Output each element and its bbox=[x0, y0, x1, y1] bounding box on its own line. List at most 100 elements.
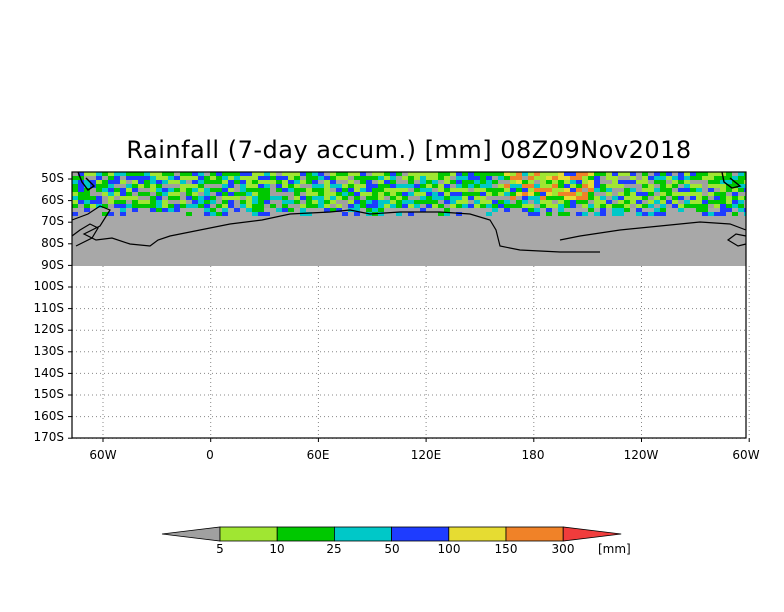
rain-cell bbox=[396, 196, 402, 200]
rain-cell bbox=[594, 192, 600, 196]
rain-cell bbox=[264, 200, 270, 204]
rain-cell bbox=[564, 172, 570, 176]
rain-cell bbox=[648, 192, 654, 196]
rain-cell bbox=[84, 172, 90, 176]
rain-cell bbox=[342, 196, 348, 200]
rain-cell bbox=[630, 204, 636, 208]
rain-cell bbox=[96, 188, 102, 192]
rain-cell bbox=[504, 188, 510, 192]
rain-cell bbox=[618, 212, 624, 216]
rain-cell bbox=[126, 180, 132, 184]
rain-cell bbox=[504, 176, 510, 180]
rain-cell bbox=[684, 192, 690, 196]
rain-cell bbox=[624, 192, 630, 196]
rain-cell bbox=[234, 188, 240, 192]
rain-cell bbox=[516, 196, 522, 200]
rain-cell bbox=[504, 172, 510, 176]
rain-cell bbox=[294, 176, 300, 180]
rain-cell bbox=[594, 196, 600, 200]
rain-cell bbox=[666, 200, 672, 204]
rain-cell bbox=[96, 176, 102, 180]
rain-cell bbox=[480, 176, 486, 180]
rain-cell bbox=[594, 204, 600, 208]
rain-cell bbox=[480, 204, 486, 208]
rain-cell bbox=[180, 180, 186, 184]
rain-cell bbox=[414, 204, 420, 208]
rain-cell bbox=[360, 192, 366, 196]
rain-cell bbox=[444, 172, 450, 176]
rain-cell bbox=[114, 180, 120, 184]
rain-cell bbox=[498, 172, 504, 176]
rain-cell bbox=[222, 208, 228, 212]
rain-cell bbox=[180, 184, 186, 188]
rain-cell bbox=[372, 196, 378, 200]
rain-cell bbox=[726, 176, 732, 180]
rain-cell bbox=[228, 176, 234, 180]
rain-cell bbox=[588, 192, 594, 196]
rain-cell bbox=[402, 184, 408, 188]
rain-cell bbox=[594, 184, 600, 188]
rain-cell bbox=[318, 188, 324, 192]
rain-cell bbox=[234, 180, 240, 184]
rain-cell bbox=[84, 208, 90, 212]
rain-cell bbox=[384, 172, 390, 176]
rain-cell bbox=[582, 212, 588, 216]
rain-cell bbox=[678, 192, 684, 196]
rain-cell bbox=[672, 192, 678, 196]
rain-cell bbox=[84, 196, 90, 200]
rain-cell bbox=[156, 208, 162, 212]
rain-cell bbox=[702, 184, 708, 188]
rain-cell bbox=[402, 204, 408, 208]
rain-cell bbox=[456, 204, 462, 208]
rain-cell bbox=[456, 188, 462, 192]
rain-cell bbox=[72, 176, 78, 180]
x-tick-label: 60W bbox=[732, 448, 760, 462]
rain-cell bbox=[348, 180, 354, 184]
rain-cell bbox=[354, 196, 360, 200]
rain-cell bbox=[114, 200, 120, 204]
rain-cell bbox=[192, 196, 198, 200]
rain-cell bbox=[432, 192, 438, 196]
rain-cell bbox=[360, 176, 366, 180]
rain-cell bbox=[342, 204, 348, 208]
rain-cell bbox=[630, 196, 636, 200]
rain-cell bbox=[324, 208, 330, 212]
rain-cell bbox=[462, 204, 468, 208]
rain-cell bbox=[252, 192, 258, 196]
rain-cell bbox=[444, 212, 450, 216]
rain-cell bbox=[660, 172, 666, 176]
rain-cell bbox=[168, 204, 174, 208]
rain-cell bbox=[270, 196, 276, 200]
rain-cell bbox=[150, 184, 156, 188]
rain-cell bbox=[204, 184, 210, 188]
rain-cell bbox=[516, 184, 522, 188]
rain-cell bbox=[366, 192, 372, 196]
rain-cell bbox=[156, 200, 162, 204]
rain-cell bbox=[234, 184, 240, 188]
rain-cell bbox=[438, 184, 444, 188]
rain-cell bbox=[324, 180, 330, 184]
rain-cell bbox=[150, 188, 156, 192]
rain-cell bbox=[348, 172, 354, 176]
rain-cell bbox=[486, 184, 492, 188]
rain-cell bbox=[390, 204, 396, 208]
rain-cell bbox=[174, 200, 180, 204]
rain-cell bbox=[588, 196, 594, 200]
rain-cell bbox=[690, 188, 696, 192]
rain-cell bbox=[396, 192, 402, 196]
rain-cell bbox=[480, 188, 486, 192]
rain-cell bbox=[588, 176, 594, 180]
rain-cell bbox=[720, 200, 726, 204]
rain-cell bbox=[234, 192, 240, 196]
rain-cell bbox=[558, 200, 564, 204]
rain-cell bbox=[240, 172, 246, 176]
rain-cell bbox=[198, 204, 204, 208]
rain-cell bbox=[648, 188, 654, 192]
rain-cell bbox=[516, 188, 522, 192]
rain-cell bbox=[306, 200, 312, 204]
rain-cell bbox=[426, 180, 432, 184]
rain-cell bbox=[654, 172, 660, 176]
rain-cell bbox=[486, 200, 492, 204]
rain-cell bbox=[240, 180, 246, 184]
rain-cell bbox=[126, 184, 132, 188]
